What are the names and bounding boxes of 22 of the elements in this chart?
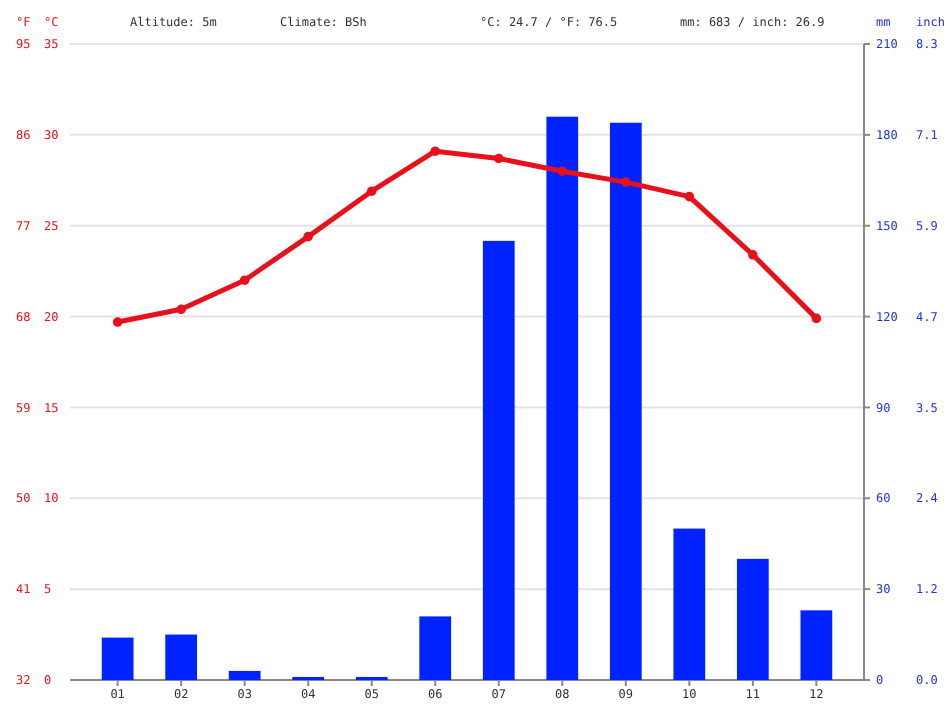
point (176, 304, 186, 315)
point (430, 146, 441, 157)
point (684, 191, 695, 202)
bar (673, 528, 706, 680)
bar (609, 122, 642, 680)
bar (482, 240, 515, 680)
point (557, 166, 568, 176)
bar (165, 634, 198, 680)
point (366, 186, 377, 196)
point (748, 249, 758, 260)
point (621, 177, 631, 187)
bar (736, 558, 769, 680)
point (303, 231, 313, 242)
point (112, 317, 123, 327)
point (493, 153, 504, 164)
bar (546, 116, 579, 680)
point (811, 313, 822, 324)
bar (419, 616, 452, 680)
bar (228, 670, 261, 680)
bar (101, 637, 134, 680)
point (239, 275, 250, 286)
bar (800, 610, 833, 680)
